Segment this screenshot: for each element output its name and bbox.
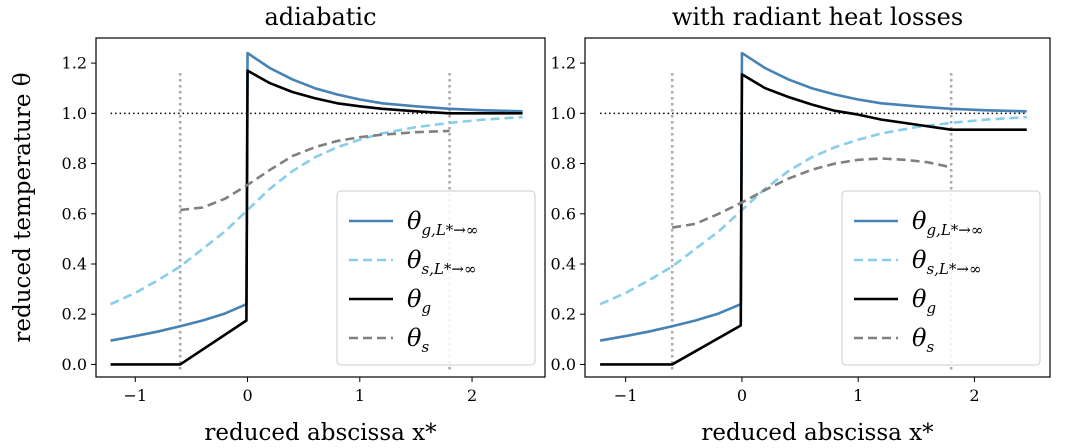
- legend-label-3: θg: [407, 285, 431, 317]
- y-tick-label: 1.2: [62, 54, 87, 73]
- series-line-3: [110, 69, 523, 366]
- legend-label-2: θs,L*→∞: [407, 246, 476, 278]
- x-tick-label: 2: [969, 386, 979, 405]
- y-tick-label: 0.2: [62, 305, 87, 324]
- y-tick-label: 1.0: [62, 104, 87, 123]
- x-axis-label: reduced abscissa x*: [204, 420, 437, 446]
- x-axis-label: reduced abscissa x*: [701, 420, 934, 446]
- panel-1: adiabatic 0.0 0.2 0.4 0.6 0.8 1.0 1.2 −1 0 1 2 reduc…: [10, 3, 546, 446]
- y-tick-label: 0.6: [62, 204, 87, 223]
- series-line-1: [110, 51, 523, 342]
- y-tick-label: 0.4: [551, 255, 576, 274]
- series-line-1: [599, 51, 1027, 342]
- chart-title: with radiant heat losses: [672, 3, 963, 31]
- series-line-2: [110, 115, 523, 306]
- y-tick-label: 0.8: [62, 154, 87, 173]
- axes-frame: [584, 37, 1051, 378]
- y-tick-label: 0.6: [551, 204, 576, 223]
- series-group: [110, 51, 523, 366]
- legend-box: [336, 190, 536, 366]
- x-tick-label: 0: [737, 386, 747, 405]
- x-tick-label: −1: [123, 386, 147, 405]
- y-tick-label: 1.2: [551, 54, 576, 73]
- y-tick-label: 0.0: [62, 355, 87, 374]
- x-tick-label: 0: [242, 386, 252, 405]
- legend-label-1: θg,L*→∞: [912, 207, 983, 239]
- legend-label-4: θs: [912, 324, 934, 356]
- legend-label-1: θg,L*→∞: [407, 207, 478, 239]
- series-line-4: [671, 157, 952, 229]
- y-tick-label: 0.2: [551, 305, 576, 324]
- y-tick-label: 1.0: [551, 104, 576, 123]
- legend: θg,L*→∞ θs,L*→∞ θg θs: [336, 190, 536, 366]
- x-tick-label: 2: [467, 386, 477, 405]
- legend: θg,L*→∞ θs,L*→∞ θg θs: [841, 190, 1041, 366]
- legend-label-2: θs,L*→∞: [912, 246, 981, 278]
- chart-title: adiabatic: [264, 3, 376, 31]
- series-line-4: [180, 129, 450, 212]
- series-group: [599, 51, 1027, 366]
- axes-frame: [95, 37, 546, 378]
- x-tick-label: −1: [614, 386, 638, 405]
- y-tick-label: 0.4: [62, 255, 87, 274]
- panel-2: with radiant heat losses 0.0 0.2 0.4 0.6 0.8 1…: [551, 3, 1051, 446]
- y-tick-label: 0.0: [551, 355, 576, 374]
- y-tick-label: 0.8: [551, 154, 576, 173]
- legend-label-4: θs: [407, 324, 429, 356]
- x-tick-label: 1: [853, 386, 863, 405]
- y-axis-label: reduced temperature θ: [10, 72, 36, 342]
- legend-label-3: θg: [912, 285, 936, 317]
- series-line-3: [600, 73, 1027, 366]
- legend-box: [841, 190, 1041, 366]
- x-tick-label: 1: [355, 386, 365, 405]
